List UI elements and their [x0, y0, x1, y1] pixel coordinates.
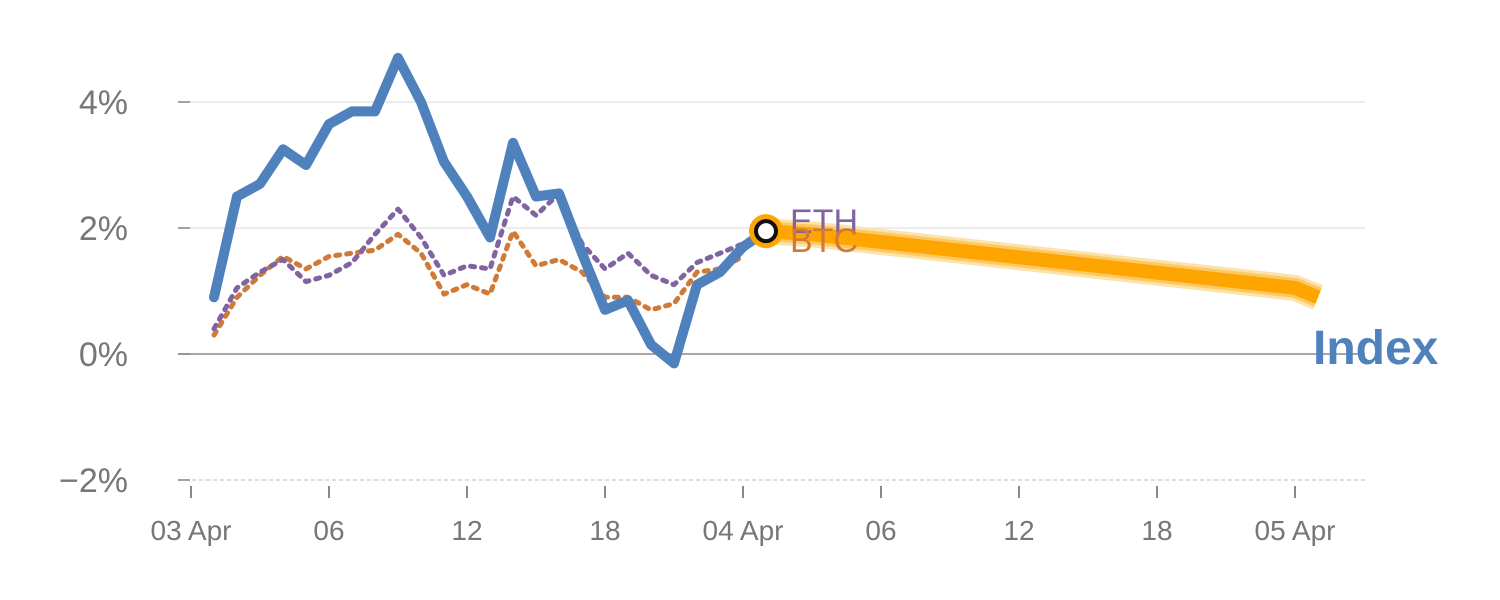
- btc-series-line: [211, 228, 746, 338]
- index-series-line: [209, 52, 771, 369]
- x-tick-label: 12: [451, 515, 482, 546]
- markers: [749, 214, 783, 249]
- y-tick-label: 0%: [79, 336, 128, 374]
- btc-series-label: BTC: [790, 222, 858, 260]
- eth-series-label: ETH: [790, 203, 858, 241]
- x-tick-label: 18: [589, 515, 620, 546]
- series-lines: [209, 52, 1323, 369]
- x-tick-label: 05 Apr: [1255, 515, 1336, 546]
- eth-series-line: [211, 190, 769, 332]
- x-tick-label: 06: [313, 515, 344, 546]
- x-tick-label: 12: [1003, 515, 1034, 546]
- y-tick-label: −2%: [59, 462, 128, 500]
- x-tick-label: 18: [1141, 515, 1172, 546]
- y-tick-label: 4%: [79, 84, 128, 122]
- gridlines: [178, 101, 1365, 481]
- x-tick-label: 04 Apr: [703, 515, 784, 546]
- index-series-label: Index: [1313, 322, 1439, 375]
- index-forecast-series-line: [765, 224, 1321, 304]
- current-point-marker-inner: [754, 219, 778, 244]
- x-tick-label: 03 Apr: [151, 515, 232, 546]
- y-tick-label: 2%: [79, 210, 128, 248]
- axes: 4% 2% 0% −2% 03 Apr 06 12 18 04 Apr 06 12 18 05 Apr: [59, 84, 1335, 546]
- x-tick-label: 06: [865, 515, 896, 546]
